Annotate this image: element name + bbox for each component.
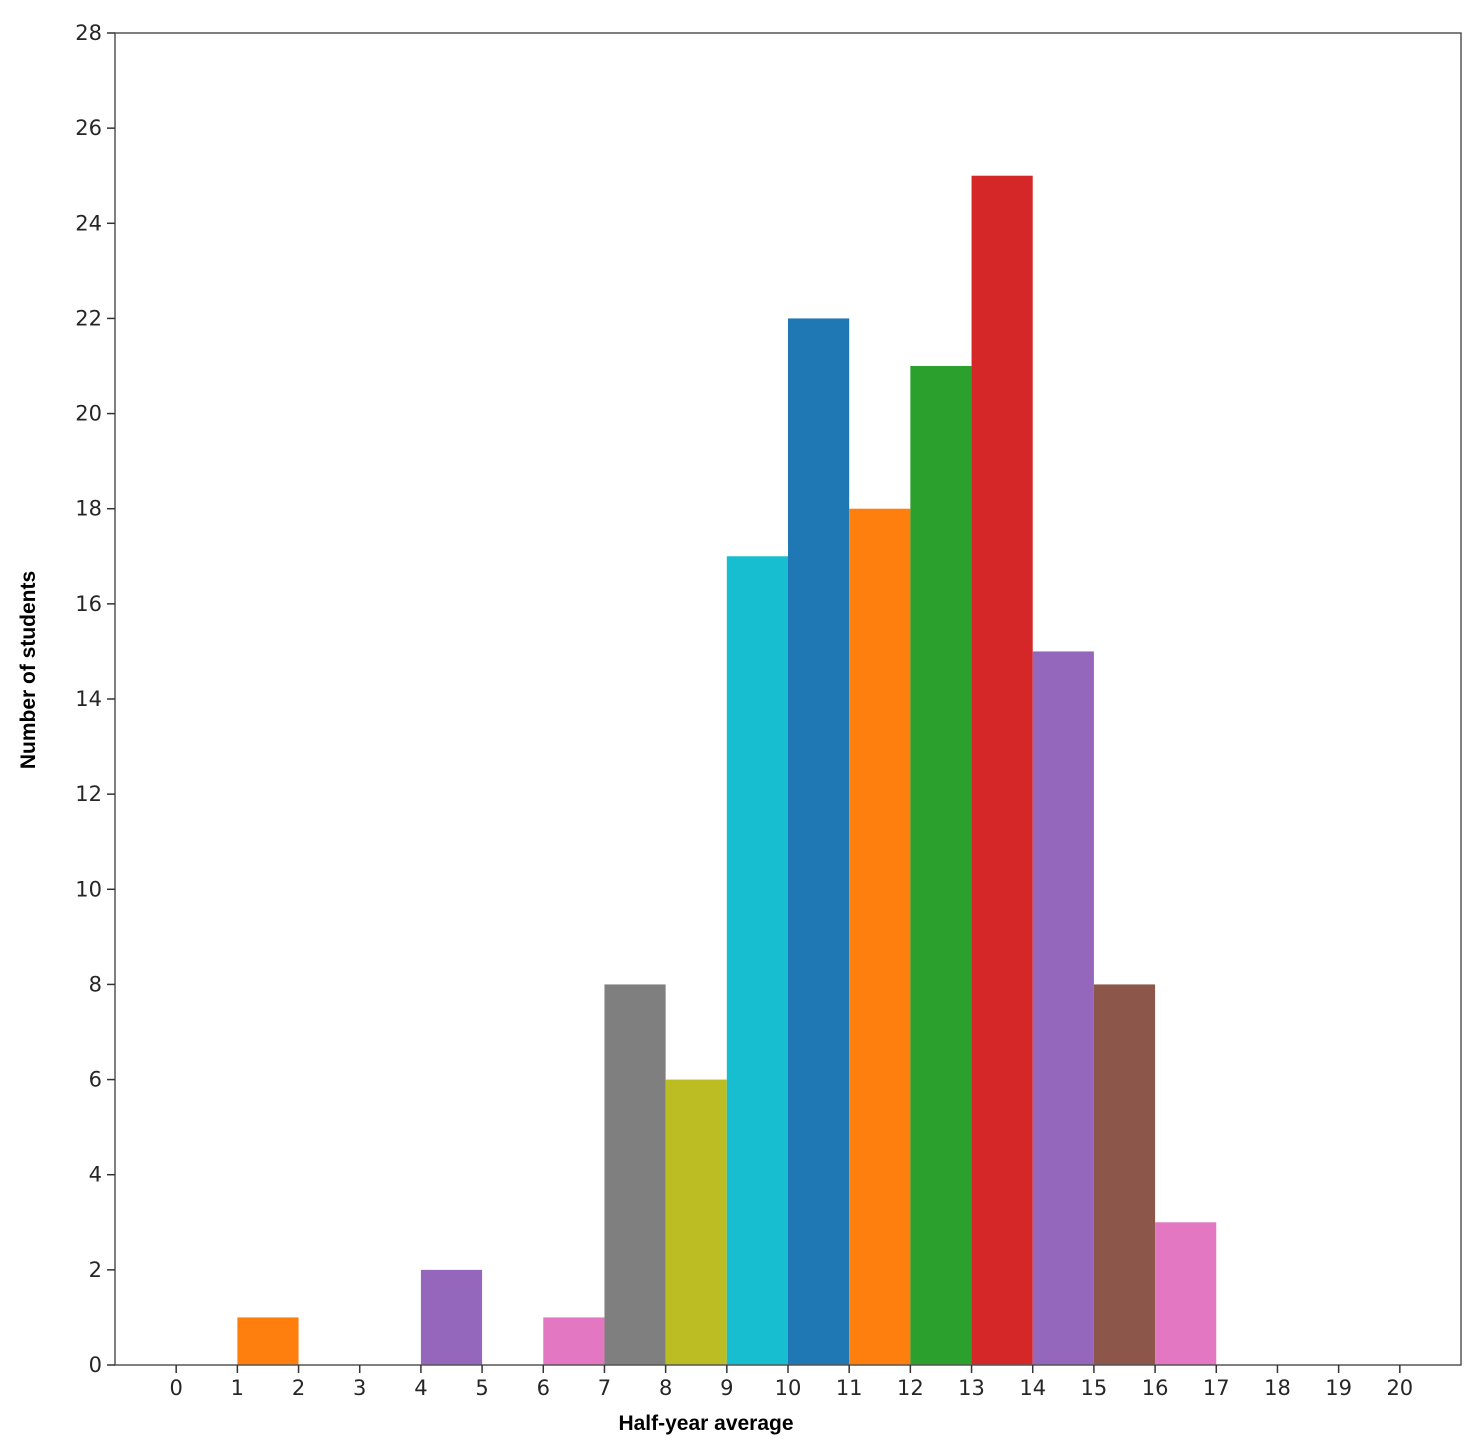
histogram-bar-16-17 [1155, 1222, 1217, 1365]
x-tick-label: 2 [292, 1376, 305, 1400]
y-tick-label: 6 [89, 1068, 102, 1092]
histogram-bar-10-11 [788, 318, 850, 1365]
histogram-bar-9-10 [726, 556, 788, 1365]
x-tick-label: 1 [231, 1376, 244, 1400]
x-tick-label: 4 [414, 1376, 427, 1400]
histogram-bar-13-14 [971, 175, 1033, 1366]
y-tick-label: 10 [75, 877, 102, 901]
x-tick-label: 20 [1386, 1376, 1413, 1400]
histogram-bar-7-8 [604, 984, 666, 1365]
x-tick-label: 11 [836, 1376, 863, 1400]
y-tick-label: 22 [75, 306, 102, 330]
x-tick-label: 6 [537, 1376, 550, 1400]
x-tick-label: 9 [720, 1376, 733, 1400]
x-tick-label: 13 [958, 1376, 985, 1400]
histogram-bar-14-15 [1032, 651, 1094, 1365]
histogram-bar-4-5 [420, 1269, 483, 1365]
y-tick-label: 8 [89, 972, 102, 996]
y-tick-label: 20 [75, 402, 102, 426]
histogram-bar-11-12 [849, 508, 911, 1365]
histogram-bar-6-7 [543, 1317, 605, 1365]
y-tick-label: 0 [89, 1353, 102, 1377]
y-tick-label: 2 [89, 1258, 102, 1282]
x-tick-label: 18 [1264, 1376, 1291, 1400]
y-tick-label: 4 [89, 1163, 102, 1187]
y-tick-label: 14 [75, 687, 102, 711]
histogram-bar-12-13 [910, 366, 972, 1365]
x-tick-label: 12 [897, 1376, 924, 1400]
x-tick-label: 17 [1203, 1376, 1230, 1400]
histogram-bar-15-16 [1093, 984, 1156, 1365]
x-tick-label: 7 [598, 1376, 611, 1400]
y-tick-label: 16 [75, 592, 102, 616]
x-tick-label: 5 [475, 1376, 488, 1400]
histogram-bar-1-2 [237, 1317, 299, 1365]
y-tick-label: 26 [75, 116, 102, 140]
x-tick-label: 15 [1081, 1376, 1108, 1400]
x-tick-label: 8 [659, 1376, 672, 1400]
x-tick-label: 10 [775, 1376, 802, 1400]
y-tick-label: 18 [75, 497, 102, 521]
y-axis-label: Number of students [17, 571, 40, 769]
y-tick-label: 12 [75, 782, 102, 806]
y-tick-label: 24 [75, 211, 102, 235]
x-axis: 0 1 2 3 4 5 6 7 8 9 10 11 12 13 14 15 16 17 18 19 20 [169, 1365, 1413, 1400]
x-tick-label: 16 [1142, 1376, 1169, 1400]
x-axis-label: Half-year average [618, 1412, 793, 1435]
x-tick-label: 0 [169, 1376, 182, 1400]
x-tick-label: 3 [353, 1376, 366, 1400]
x-tick-label: 14 [1019, 1376, 1046, 1400]
x-tick-label: 19 [1325, 1376, 1352, 1400]
y-tick-label: 28 [75, 21, 102, 45]
histogram-bar-8-9 [665, 1079, 727, 1365]
bars-layer [237, 175, 1217, 1366]
